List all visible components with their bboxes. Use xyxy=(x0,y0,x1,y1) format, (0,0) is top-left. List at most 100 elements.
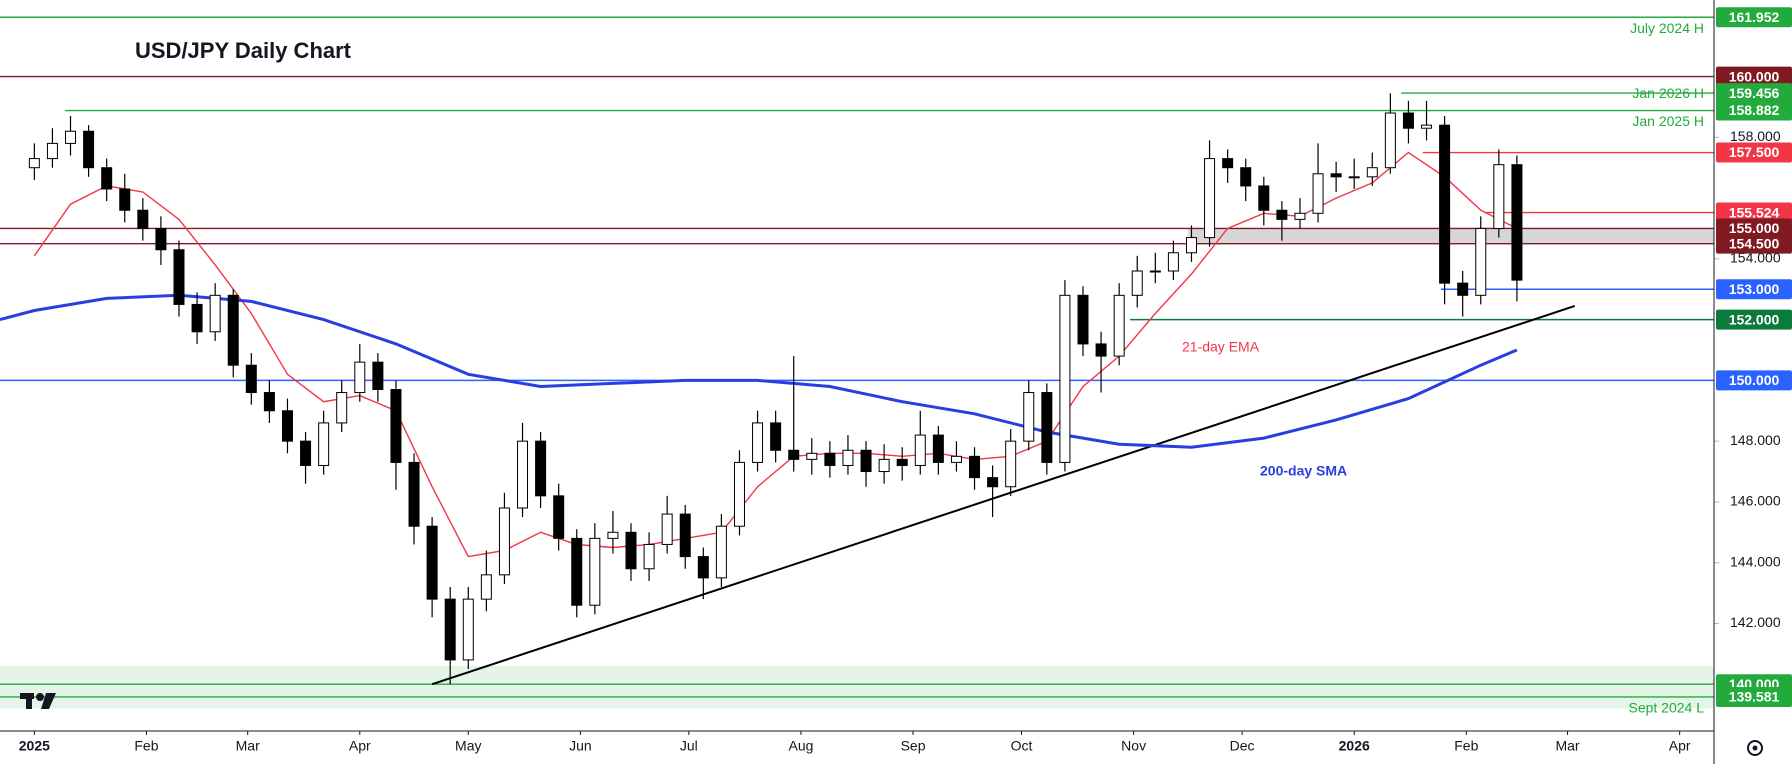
tv-logo xyxy=(20,693,56,709)
candle-body xyxy=(462,598,474,661)
candle-body xyxy=(426,525,438,600)
candle-body xyxy=(1493,164,1505,229)
candle-body xyxy=(444,598,456,661)
candle-body xyxy=(480,574,492,600)
x-tick-label: Jun xyxy=(569,738,592,754)
candle-body xyxy=(191,303,203,333)
candle-body xyxy=(878,458,890,473)
candle-body xyxy=(770,422,782,451)
x-tick-label: May xyxy=(455,738,481,754)
candle-body xyxy=(969,455,981,479)
candle-body xyxy=(715,525,727,579)
candle-body xyxy=(1330,173,1342,178)
candle-body xyxy=(46,142,58,160)
x-tick-label: 2026 xyxy=(1339,738,1370,754)
level-box xyxy=(1716,309,1792,330)
candle-body xyxy=(1167,252,1179,272)
level-box xyxy=(1716,83,1792,104)
candle-body xyxy=(245,364,257,394)
candle-body xyxy=(1294,212,1306,220)
candle-body xyxy=(119,188,131,211)
ma-line xyxy=(33,151,1518,558)
candle-body xyxy=(173,249,185,305)
level-label: 160.000 xyxy=(1729,68,1780,84)
x-tick-label: Sep xyxy=(901,738,926,754)
level-box xyxy=(1716,370,1792,391)
level-label: 153.000 xyxy=(1729,281,1780,297)
level-note: Sept 2024 L xyxy=(1628,700,1704,716)
candle-body xyxy=(101,167,113,190)
level-label: 159.456 xyxy=(1729,85,1780,101)
x-tick-label: Nov xyxy=(1121,738,1146,754)
trendline xyxy=(431,305,1576,686)
candle-body xyxy=(1439,124,1451,284)
plot-area xyxy=(0,16,1719,709)
y-tick-label: 142.000 xyxy=(1730,614,1781,630)
level-note: Jan 2025 H xyxy=(1632,113,1704,129)
x-tick-label: Feb xyxy=(134,738,158,754)
candle-body xyxy=(860,449,872,473)
candle-body xyxy=(1240,167,1252,187)
candle-body xyxy=(1005,440,1017,488)
candle-body xyxy=(83,130,95,169)
candle-body xyxy=(932,434,944,463)
candle-body xyxy=(263,392,275,412)
candle-body xyxy=(1204,158,1216,239)
x-tick-label: Feb xyxy=(1454,738,1478,754)
candle-body xyxy=(1402,112,1414,129)
level-box xyxy=(1716,686,1792,707)
candle-body xyxy=(1421,124,1433,129)
level-label: 155.524 xyxy=(1729,204,1780,220)
candle-body xyxy=(842,449,854,466)
candle-body xyxy=(987,477,999,488)
ma-line xyxy=(0,293,1518,449)
y-tick-label: 146.000 xyxy=(1730,493,1781,509)
candle-body xyxy=(607,531,619,539)
candle-body xyxy=(661,513,673,545)
level-box xyxy=(1716,100,1792,121)
candle-body xyxy=(950,455,962,463)
settings-icon[interactable] xyxy=(1747,740,1763,756)
candle-body xyxy=(1384,112,1396,169)
level-label: 139.581 xyxy=(1729,689,1780,705)
candle-body xyxy=(498,507,510,576)
candle-body xyxy=(1258,185,1270,211)
candle-body xyxy=(625,531,637,570)
candle-body xyxy=(1077,294,1089,345)
candle-body xyxy=(697,556,709,579)
chart-title: USD/JPY Daily Chart xyxy=(135,38,352,63)
candle-body xyxy=(281,410,293,442)
level-label: 155.000 xyxy=(1729,220,1780,236)
candle-body xyxy=(137,209,149,229)
y-tick-label: 148.000 xyxy=(1730,432,1781,448)
candle-body xyxy=(571,537,583,606)
level-label: 161.952 xyxy=(1729,9,1780,25)
level-box xyxy=(1716,202,1792,223)
candle-body xyxy=(1059,294,1071,463)
y-tick-label: 144.000 xyxy=(1730,553,1781,569)
x-tick-label: Apr xyxy=(1669,738,1691,754)
x-tick-label: Aug xyxy=(788,738,813,754)
candle-body xyxy=(1222,158,1234,169)
level-label: 157.500 xyxy=(1729,144,1780,160)
candle-body xyxy=(209,294,221,333)
candle-body xyxy=(752,422,764,463)
candle-body xyxy=(914,434,926,466)
candle-body xyxy=(1366,167,1378,178)
candle-body xyxy=(318,422,330,466)
candle-body xyxy=(65,130,77,144)
candle-body xyxy=(1149,270,1161,273)
level-label: 158.882 xyxy=(1729,102,1780,118)
zone xyxy=(0,665,1714,709)
level-box xyxy=(1716,233,1792,254)
level-label: 150.000 xyxy=(1729,372,1780,388)
candle-body xyxy=(155,227,167,251)
x-tick-label: Mar xyxy=(1555,738,1579,754)
level-box xyxy=(1716,142,1792,163)
candle-body xyxy=(1348,176,1360,179)
level-label: 152.000 xyxy=(1729,311,1780,327)
candle-body xyxy=(788,449,800,460)
candle-body xyxy=(679,513,691,558)
candle-body xyxy=(1095,343,1107,357)
candle-body xyxy=(896,458,908,466)
